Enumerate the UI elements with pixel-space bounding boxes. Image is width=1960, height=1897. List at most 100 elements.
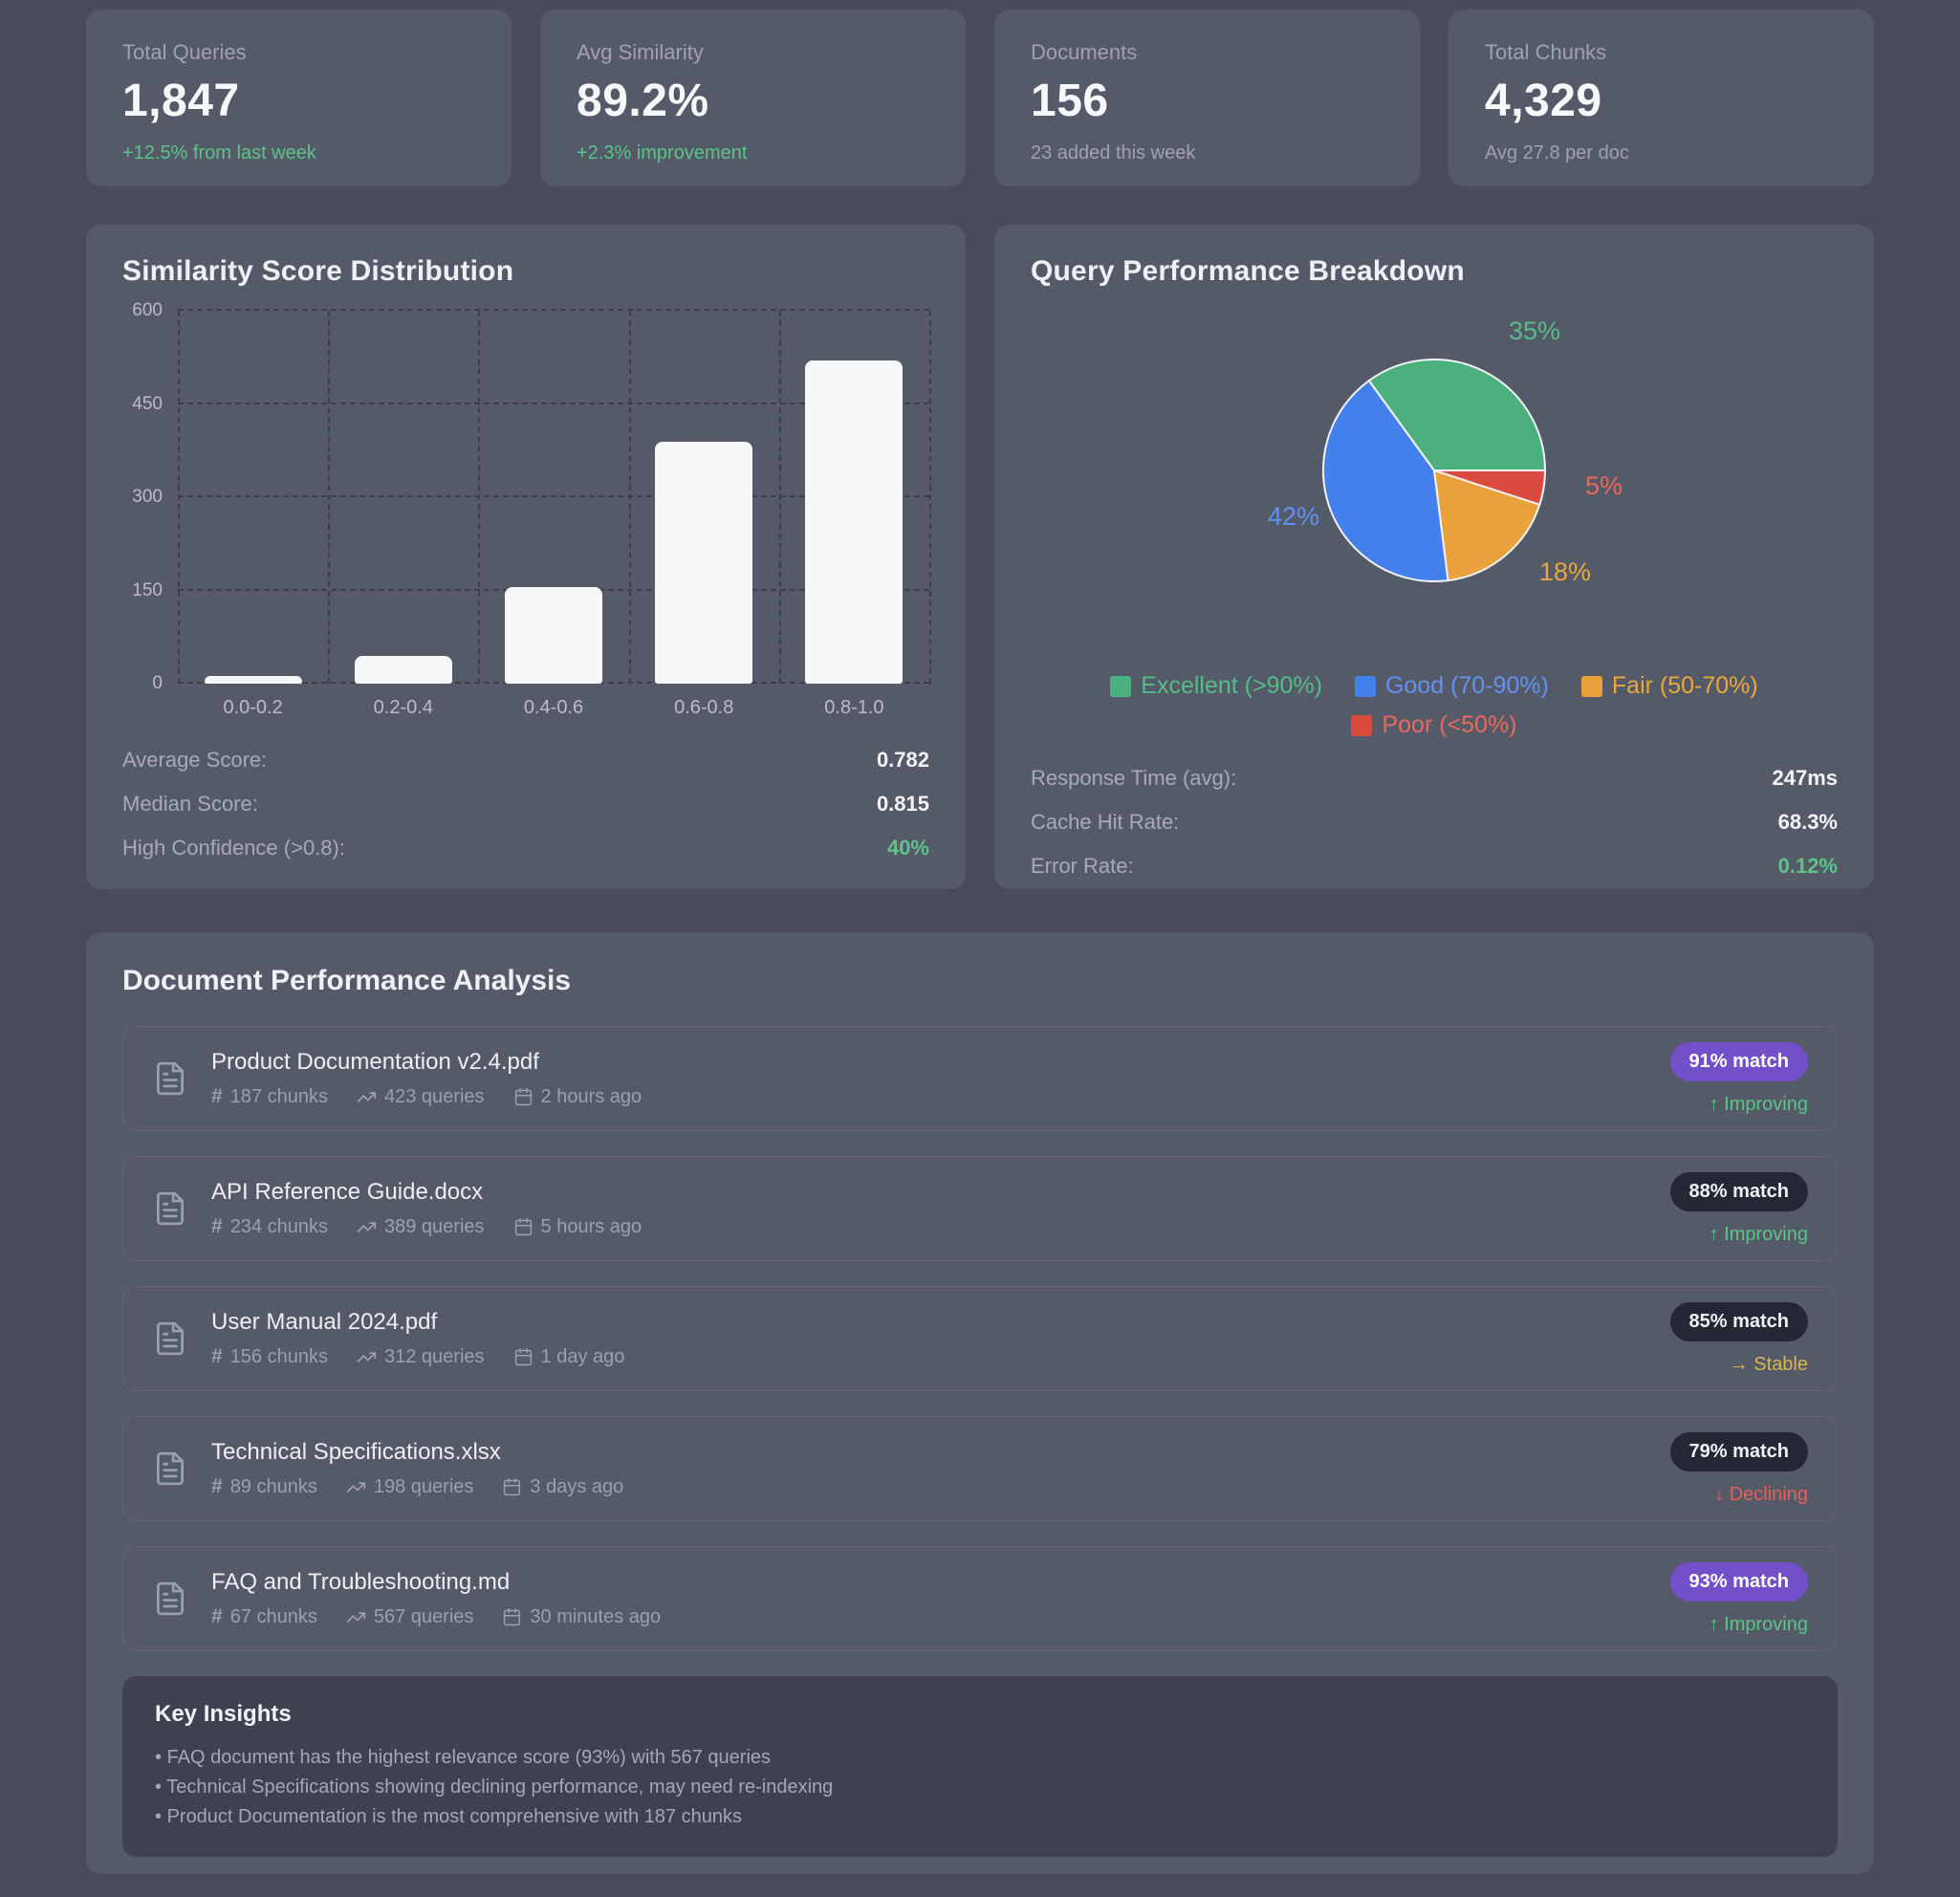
match-badge: 79% match [1669,1431,1808,1472]
stat-line-label: Median Score: [122,792,258,816]
legend-item: Fair (50-70%) [1580,672,1758,700]
updated-label: 2 hours ago [540,1085,642,1107]
gridline-vertical [328,311,331,684]
queries-meta: 567 queries [346,1605,474,1628]
match-badge: 88% match [1669,1171,1808,1211]
queries-meta: 389 queries [357,1216,485,1238]
legend-swatch [1110,675,1132,697]
document-row[interactable]: Technical Specifications.xlsx #89 chunks… [122,1416,1838,1521]
document-title: Technical Specifications.xlsx [211,1439,501,1465]
document-status: 85% match → Stable [1669,1301,1808,1376]
document-text: API Reference Guide.docx #234 chunks 389… [211,1179,642,1238]
hash-icon: # [211,1215,223,1237]
match-badge: 91% match [1669,1041,1808,1081]
stat-delta: Avg 27.8 per doc [1485,142,1629,164]
updated-label: 30 minutes ago [530,1605,662,1627]
stat-line-cache-hit-rate: Cache Hit Rate: 68.3% [1031,810,1838,835]
hash-icon: # [211,1345,223,1367]
document-meta: #89 chunks 198 queries 3 days ago [211,1475,623,1498]
pie-slice-Fair (50-70%) [1433,469,1541,582]
calendar-icon [504,1477,521,1495]
charts-row: Similarity Score Distribution 0 150 300 450… [86,225,1874,889]
stat-line-value: 68.3% [1777,810,1838,834]
stat-line-value: 0.12% [1777,854,1838,878]
document-text: FAQ and Troubleshooting.md #67 chunks 56… [211,1569,661,1628]
stat-line-median-score: Median Score: 0.815 [122,792,929,817]
queries-label: 198 queries [373,1475,474,1497]
stat-label: Total Chunks [1485,40,1607,64]
stat-value: 4,329 [1485,76,1602,126]
chunks-meta: #187 chunks [211,1085,328,1108]
match-badge: 93% match [1669,1561,1808,1602]
document-info: Product Documentation v2.4.pdf #187 chun… [152,1049,642,1108]
x-tick-label: 0.0-0.2 [223,697,283,718]
bar-0.4-0.6 [504,587,603,684]
queries-label: 567 queries [373,1605,474,1627]
legend-item: Good (70-90%) [1354,672,1549,700]
insight-item: Technical Specifications showing declini… [155,1773,1805,1802]
stat-delta: +12.5% from last week [122,142,316,164]
x-tick-label: 0.6-0.8 [674,697,734,718]
document-meta: #187 chunks 423 queries 2 hours ago [211,1085,642,1108]
stat-delta: +2.3% improvement [577,142,748,164]
chunks-label: 234 chunks [229,1215,328,1237]
bar-chart-stats: Average Score: 0.782 Median Score: 0.815… [122,748,929,861]
gridline-horizontal [178,402,929,404]
chunks-meta: #67 chunks [211,1605,317,1628]
stat-card-total-chunks: Total Chunks 4,329 Avg 27.8 per doc [1448,10,1874,186]
legend-label: Fair (50-70%) [1611,672,1758,699]
queries-label: 423 queries [383,1085,485,1107]
document-meta: #234 chunks 389 queries 5 hours ago [211,1215,642,1238]
y-tick-label: 150 [132,579,163,600]
stat-label: Total Queries [122,40,247,64]
stats-row: Total Queries 1,847 +12.5% from last wee… [86,10,1874,186]
updated-label: 3 days ago [530,1475,624,1497]
document-title: API Reference Guide.docx [211,1179,484,1205]
trend-label: ↑ Improving [1709,1613,1808,1635]
pie-percent-label: 18% [1539,557,1592,586]
x-tick-label: 0.4-0.6 [523,697,584,718]
trending-up-icon [357,1091,377,1102]
chunks-label: 187 chunks [229,1085,328,1107]
document-text: Technical Specifications.xlsx #89 chunks… [211,1439,623,1498]
pie-percent-label: 5% [1585,471,1623,500]
calendar-icon [514,1347,532,1365]
document-meta: #67 chunks 567 queries 30 minutes ago [211,1605,661,1628]
document-text: User Manual 2024.pdf #156 chunks 312 que… [211,1309,624,1368]
document-info: User Manual 2024.pdf #156 chunks 312 que… [152,1309,624,1368]
document-row[interactable]: Product Documentation v2.4.pdf #187 chun… [122,1026,1838,1131]
stat-delta: 23 added this week [1031,142,1196,164]
document-row[interactable]: FAQ and Troubleshooting.md #67 chunks 56… [122,1546,1838,1651]
queries-label: 389 queries [383,1215,485,1237]
hash-icon: # [211,1605,223,1627]
document-row[interactable]: User Manual 2024.pdf #156 chunks 312 que… [122,1286,1838,1391]
updated-meta: 2 hours ago [513,1086,642,1108]
document-row[interactable]: API Reference Guide.docx #234 chunks 389… [122,1156,1838,1261]
document-meta: #156 chunks 312 queries 1 day ago [211,1345,624,1368]
x-tick-label: 0.2-0.4 [373,697,433,718]
legend-swatch [1351,714,1373,736]
key-insights-title: Key Insights [155,1701,292,1727]
file-text-icon [152,1187,188,1231]
query-performance-card: Query Performance Breakdown 35% 42% 18% 5% … [994,225,1874,889]
gridline-horizontal [178,495,929,497]
document-title: User Manual 2024.pdf [211,1309,438,1335]
insight-item: Product Documentation is the most compre… [155,1802,1805,1832]
trend-label: ↑ Improving [1709,1223,1808,1245]
trending-up-icon [346,1611,365,1623]
file-text-icon [152,1577,188,1621]
bar-0.0-0.2 [204,676,302,684]
pie-percent-label: 42% [1268,502,1320,531]
bar-chart-plot [178,309,931,684]
document-info: FAQ and Troubleshooting.md #67 chunks 56… [152,1569,661,1628]
y-tick-label: 0 [152,673,163,693]
pie-chart-legend: Excellent (>90%) Good (70-90%) Fair (50-70… [1071,672,1797,739]
x-tick-label: 0.8-1.0 [824,697,884,718]
file-text-icon [152,1317,188,1361]
stat-line-value: 0.815 [876,792,929,816]
trending-up-icon [357,1221,377,1232]
key-insights-panel: Key Insights FAQ document has the highes… [122,1676,1838,1857]
queries-meta: 198 queries [346,1475,474,1498]
bar-0.8-1.0 [805,360,904,684]
